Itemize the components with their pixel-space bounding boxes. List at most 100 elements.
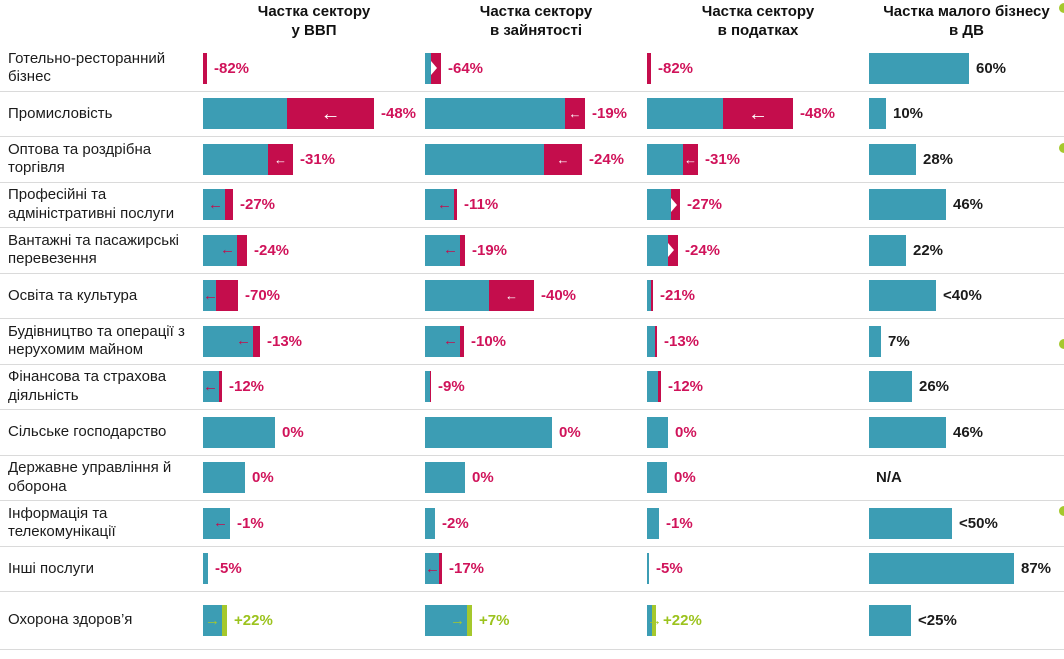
bar-cell-employment: -9% <box>425 365 647 410</box>
bar-red-segment: ← <box>544 143 582 175</box>
bar-red-segment: ← <box>565 98 585 130</box>
header-gdp-line2: у ВВП <box>291 21 337 39</box>
value-label: 28% <box>923 150 954 168</box>
header-employment-line2: в зайнятості <box>490 21 582 39</box>
bar-red-segment: ← <box>489 280 534 312</box>
bar <box>647 371 661 403</box>
header-taxes-line1: Частка сектору <box>701 3 815 20</box>
bar-teal-segment <box>647 98 723 130</box>
bar-green-segment <box>467 605 472 636</box>
value-label: -40% <box>541 287 577 305</box>
value-label: +22% <box>234 612 273 629</box>
bar-red-segment: ← <box>683 143 698 175</box>
bar-cell-gdp: ← -70% <box>203 274 425 319</box>
sector-label: Охорона здоров’я <box>8 611 133 629</box>
bar: ← <box>425 189 457 221</box>
bar-teal-segment <box>869 553 1014 585</box>
bar-cell-taxes: -27% <box>647 183 869 228</box>
value-label: 0% <box>472 469 494 487</box>
bar: ← <box>203 280 238 312</box>
left-arrow-icon: ← <box>203 286 218 304</box>
bar-teal-segment <box>869 234 906 266</box>
bar-teal-segment <box>869 371 912 403</box>
value-label: -21% <box>660 287 696 305</box>
bar-teal-segment <box>425 143 544 175</box>
bar-cell-smallbiz: 46% <box>869 183 1064 228</box>
bar-teal-segment <box>203 416 275 448</box>
bar-cell-employment: ← -10% <box>425 319 647 364</box>
left-arrow-icon: ← <box>213 514 228 532</box>
header-taxes-line2: в податках <box>717 21 799 39</box>
bar <box>869 416 946 448</box>
header-small-business-line1: Частка малого бізнесу <box>883 3 1050 20</box>
bar-cell-gdp: -82% <box>203 46 425 91</box>
value-label: -19% <box>592 105 628 123</box>
left-arrow-icon: ← <box>443 332 458 350</box>
header-small-business-line2: в ДВ <box>949 21 984 39</box>
right-arrow-icon: → <box>450 611 465 629</box>
header-gdp: Частка сектору у ВВП <box>203 3 425 41</box>
bar-cell-taxes: -82% <box>647 46 869 91</box>
bar <box>869 507 952 539</box>
bar: ← <box>647 98 793 130</box>
chart-rows: Готельно-ресторанний бізнес -82% -64% -82% 6… <box>0 46 1064 650</box>
bar-cell-employment: -2% <box>425 501 647 546</box>
sector-label: Промисловість <box>8 104 113 122</box>
value-label: 0% <box>675 423 697 441</box>
bar-teal-segment <box>425 234 460 266</box>
bar-row: Освіта та культура ← -70% ← -40% -21% <40% <box>0 274 1064 319</box>
value-label: -48% <box>800 105 836 123</box>
left-arrow-icon: ← <box>203 377 218 395</box>
value-label: -48% <box>381 105 417 123</box>
bar-teal-segment <box>203 462 245 494</box>
sector-label: Будівництво та операції з нерухомим майн… <box>8 322 185 359</box>
value-label: -9% <box>438 378 465 396</box>
value-label: 60% <box>976 59 1007 77</box>
bar: ← <box>203 507 230 539</box>
bar-red-segment <box>216 280 238 312</box>
sector-label: Державне управління й оборона <box>8 459 172 495</box>
value-label: -31% <box>705 150 741 168</box>
bar <box>203 52 207 84</box>
bullet-dot-icon <box>1059 3 1064 13</box>
bar-red-segment <box>203 52 207 84</box>
bar-cell-employment: -64% <box>425 46 647 91</box>
column-headers: Частка сектору у ВВП Частка сектору в за… <box>0 0 1064 46</box>
bar-teal-segment <box>869 416 946 448</box>
bar-teal-segment <box>203 234 237 266</box>
bar-cell-gdp: -5% <box>203 547 425 592</box>
bar-teal-segment <box>425 605 467 636</box>
bar-cell-taxes: -13% <box>647 319 869 364</box>
bar <box>869 189 946 221</box>
bar-red-segment <box>253 325 260 357</box>
left-arrow-icon: ← <box>208 195 223 213</box>
bar-red-segment <box>668 234 678 266</box>
bullet-dot-icon <box>1059 506 1064 516</box>
bar-cell-employment: ← -19% <box>425 228 647 273</box>
bar-row: Оптова та роздрібна торгівля ← -31% ← -24% ← -… <box>0 137 1064 183</box>
bar-red-segment <box>460 325 464 357</box>
bar: → <box>647 605 662 636</box>
bar <box>425 416 552 448</box>
bar-red-segment: ← <box>287 98 374 130</box>
bar-row: Охорона здоров’я → +22% → +7% → +22% <25% <box>0 592 1064 650</box>
value-label: -10% <box>471 332 507 350</box>
bar-cell-smallbiz: <25% <box>869 592 1064 649</box>
value-label: -24% <box>254 241 290 259</box>
bar-cell-taxes: -1% <box>647 501 869 546</box>
bar-cell-smallbiz: 10% <box>869 92 1064 137</box>
bar-teal-segment <box>647 605 652 636</box>
bar: ← <box>425 234 465 266</box>
bar-cell-gdp: ← -48% <box>203 92 425 137</box>
notch-icon <box>431 61 437 76</box>
bar-teal-segment <box>869 52 969 84</box>
bar-teal-segment <box>203 371 219 403</box>
value-label: <50% <box>959 514 998 532</box>
bar-cell-employment: 0% <box>425 456 647 501</box>
bar-teal-segment <box>203 280 216 312</box>
header-employment-line1: Частка сектору <box>479 3 593 20</box>
bar <box>647 189 680 221</box>
bar-teal-segment <box>647 371 658 403</box>
bar-cell-taxes: -12% <box>647 365 869 410</box>
bar-red-segment <box>671 189 680 221</box>
